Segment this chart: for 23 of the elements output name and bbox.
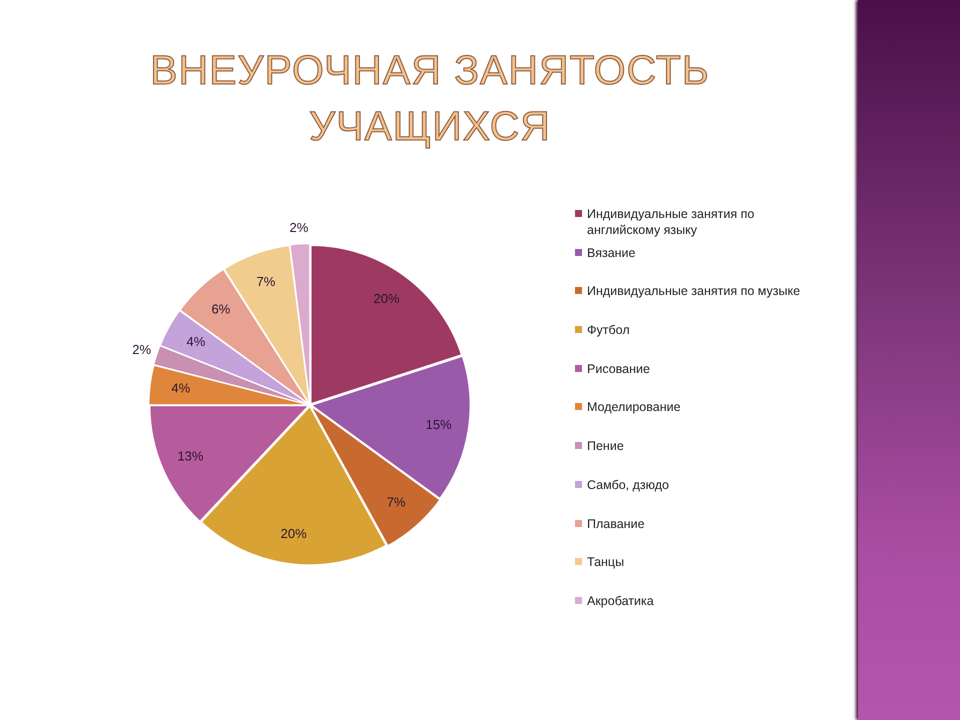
legend-label: Плавание <box>587 516 646 532</box>
data-label: 7% <box>256 274 276 290</box>
chart-title: ВНЕУРОЧНАЯ ЗАНЯТОСТЬ УЧАЩИХСЯ <box>149 46 711 151</box>
data-label: 7% <box>386 494 406 510</box>
data-label: 15% <box>426 416 452 432</box>
legend-label: Индивидуальные занятия по английскому языку <box>587 206 756 238</box>
data-label: 2% <box>132 342 152 357</box>
legend-label: Пение <box>587 438 625 454</box>
legend-label: Моделирование <box>587 399 682 416</box>
data-label: 20% <box>280 526 308 541</box>
data-label: 20% <box>374 291 400 306</box>
legend-label: Индивидуальные занятия по музыке <box>587 283 802 300</box>
legend-label: Самбо, дзюдо <box>587 476 670 493</box>
legend-label: Танцы <box>587 554 626 570</box>
legend-label: Вязание <box>587 244 636 261</box>
data-label: 2% <box>289 220 309 235</box>
data-label: 4% <box>171 380 191 396</box>
data-label: 6% <box>211 302 231 317</box>
legend-label: Акробатика <box>587 592 655 609</box>
legend-label: Футбол <box>587 322 631 338</box>
legend-label: Рисование <box>587 360 651 377</box>
data-label: 4% <box>186 334 206 349</box>
data-label: 13% <box>177 448 204 464</box>
